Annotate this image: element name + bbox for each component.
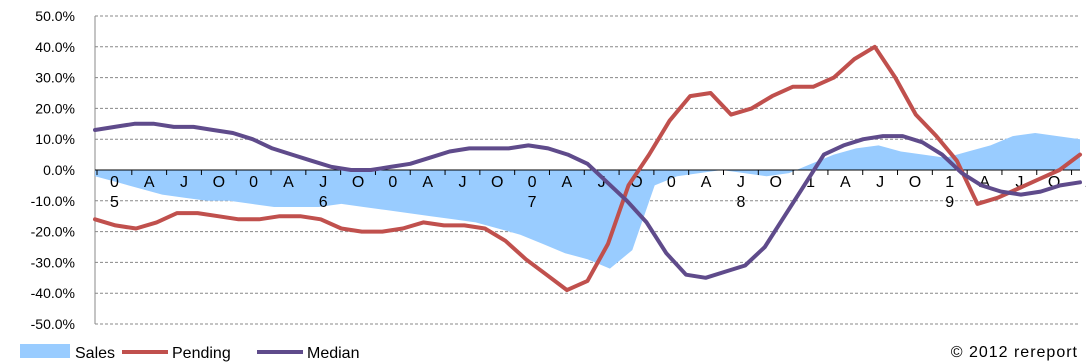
legend-label-sales: Sales — [75, 345, 115, 362]
series-line-median — [93, 121, 1082, 280]
line-series — [93, 44, 1082, 293]
x-tick-label: O — [352, 174, 364, 191]
legend-label-pending: Pending — [172, 345, 231, 362]
legend: Sales Pending Median — [20, 344, 359, 362]
x-tick-label: 0 — [667, 174, 676, 191]
area-series — [95, 133, 1080, 269]
legend-label-median: Median — [307, 345, 359, 362]
x-year-label: 6 — [319, 194, 328, 211]
x-tick-label: O — [909, 174, 921, 191]
x-tick-label: J — [598, 174, 606, 191]
x-tick-label: J — [180, 174, 188, 191]
y-tick-label: -30.0% — [31, 254, 75, 270]
x-year-label: 8 — [736, 194, 745, 211]
y-tick-label: -40.0% — [31, 285, 75, 301]
x-tick-label: O — [491, 174, 503, 191]
x-tick-label: A — [562, 174, 573, 191]
x-tick-label: 0 — [528, 174, 537, 191]
x-axis-ticks: 0AJO0AJO0AJO0AJO0AJO1AJO1AJO156789012 — [96, 170, 1086, 211]
y-tick-label: 20.0% — [35, 100, 75, 116]
y-axis-ticks: 50.0% 40.0% 30.0% 20.0% 10.0% 0.0% -10.0% -20.0… — [31, 8, 75, 332]
x-tick-label: A — [701, 174, 712, 191]
x-tick-label: A — [840, 174, 851, 191]
x-tick-label: J — [737, 174, 745, 191]
series-area-sales — [95, 133, 1080, 269]
x-tick-label: A — [422, 174, 433, 191]
x-tick-label: J — [876, 174, 884, 191]
copyright-note: © 2012 rereport — [950, 344, 1078, 361]
x-tick-label: 1 — [945, 174, 954, 191]
x-tick-label: 0 — [388, 174, 397, 191]
y-tick-label: -20.0% — [31, 224, 75, 240]
y-tick-label: -10.0% — [31, 193, 75, 209]
x-tick-label: A — [283, 174, 294, 191]
x-tick-label: O — [213, 174, 225, 191]
x-tick-label: J — [1015, 174, 1023, 191]
x-tick-label: 0 — [249, 174, 258, 191]
x-tick-label: 1 — [1085, 174, 1086, 191]
x-year-label: 5 — [110, 194, 119, 211]
y-tick-label: 10.0% — [35, 131, 75, 147]
y-tick-label: 40.0% — [35, 39, 75, 55]
legend-swatch-sales — [20, 344, 70, 358]
y-tick-label: 30.0% — [35, 70, 75, 86]
x-year-label: 7 — [528, 194, 537, 211]
y-tick-label: 0.0% — [43, 162, 75, 178]
y-tick-label: -50.0% — [31, 316, 75, 332]
x-tick-label: A — [979, 174, 990, 191]
x-year-label: 9 — [945, 194, 954, 211]
x-tick-label: O — [769, 174, 781, 191]
x-tick-label: 0 — [110, 174, 119, 191]
x-tick-label: J — [319, 174, 327, 191]
y-tick-label: 50.0% — [35, 8, 75, 24]
x-tick-label: A — [144, 174, 155, 191]
series-line-pending — [93, 44, 1082, 293]
x-tick-label: J — [458, 174, 466, 191]
x-tick-label: 1 — [806, 174, 815, 191]
